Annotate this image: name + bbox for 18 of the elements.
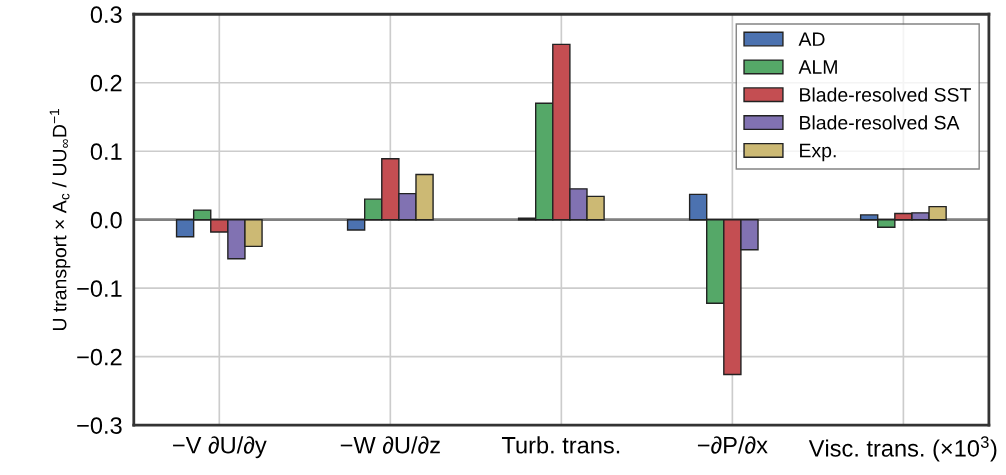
y-tick-label: 0.1 — [90, 143, 122, 160]
y-axis-title: U transport × A$_{c}$ / UU$_{∞}$D$^{−1}$ — [49, 109, 71, 331]
y-tick-label: −0.2 — [77, 348, 122, 366]
x-tick-label: −∂P/∂x — [697, 436, 768, 454]
y-tick-label: −0.3 — [77, 417, 122, 434]
legend-label: Blade-resolved SST — [800, 87, 971, 102]
y-tick-label: 0.2 — [90, 74, 122, 92]
legend-label: Exp. — [800, 143, 836, 162]
x-tick-label: Turb. trans. — [501, 436, 620, 454]
y-tick-label: 0.0 — [90, 211, 122, 229]
legend-label: ALM — [798, 60, 837, 74]
y-tick-label: −0.1 — [77, 280, 122, 297]
x-tick-label: −V ∂U/∂y — [173, 436, 267, 459]
x-tick-label: Visc. trans. (×10$^{3}$) — [808, 436, 997, 462]
x-tick-label: −W ∂U/∂z — [340, 436, 440, 454]
y-tick-label: 0.3 — [90, 6, 122, 24]
legend-label: AD — [798, 32, 825, 46]
legend-label: Blade-resolved SA — [800, 115, 960, 130]
